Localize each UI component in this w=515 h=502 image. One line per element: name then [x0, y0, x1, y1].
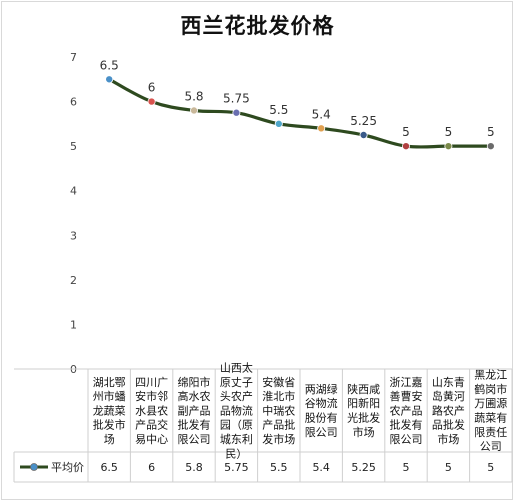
x-category-label: 市场: [353, 425, 375, 439]
x-category-label: 水县农: [135, 403, 168, 417]
data-label: 5.75: [223, 92, 250, 106]
y-tick-label: 3: [70, 229, 77, 242]
x-category-label: 阳新阳: [347, 396, 380, 410]
x-category-label: 限责任: [474, 426, 507, 439]
chart-title: 西兰花批发价格: [180, 14, 335, 38]
x-category-label: 品物流: [220, 403, 253, 417]
x-category-label: 黑龙江: [474, 369, 507, 382]
x-category-label: 场: [104, 432, 115, 446]
x-category-label: 淮北市: [262, 389, 295, 403]
y-tick-label: 4: [70, 185, 77, 198]
y-tick-label: 6: [70, 96, 77, 109]
data-point: [232, 108, 241, 117]
x-category-label: 善曹安: [390, 389, 423, 403]
table-value: 5: [445, 461, 452, 474]
x-category-label: 批发市: [93, 418, 126, 432]
x-category-label: 限公司: [390, 433, 423, 446]
x-category-label: 山西太: [220, 361, 253, 374]
x-category-label: 岛黄河: [432, 389, 465, 403]
x-category-label: 四川广: [135, 376, 168, 389]
table-value: 5.25: [351, 461, 376, 474]
x-category-label: 两湖绿: [305, 382, 338, 396]
table-value: 6: [148, 461, 155, 474]
data-point: [359, 130, 368, 139]
x-category-label: 龙蔬菜: [93, 404, 126, 417]
x-category-label: 湖北鄂: [93, 376, 126, 389]
x-category-label: 蔬菜有: [474, 411, 507, 425]
table-value: 5.5: [270, 461, 288, 474]
data-label: 5.4: [312, 107, 331, 121]
y-tick-label: 5: [70, 140, 77, 153]
data-point: [105, 75, 114, 84]
x-category-label: 安徽省: [262, 375, 295, 389]
table-value: 5.4: [312, 461, 330, 474]
table-value: 5.8: [185, 461, 203, 474]
x-category-label: 园（原: [220, 419, 253, 432]
x-category-label: 高水农: [178, 389, 211, 403]
data-label: 5.5: [269, 103, 288, 117]
x-category-label: 鹤岗市: [474, 382, 507, 396]
legend-label: 平均价: [51, 461, 84, 474]
data-point: [274, 119, 283, 128]
x-category-label: 批发有: [390, 418, 423, 432]
x-category-label: 州市蟠: [93, 389, 126, 403]
data-point: [147, 97, 156, 106]
x-category-label: 万圃源: [474, 396, 507, 410]
table-value: 5: [487, 461, 494, 474]
x-category-label: 光批发: [347, 411, 380, 425]
y-tick-label: 1: [70, 318, 77, 331]
data-label: 5.8: [184, 89, 203, 103]
data-point: [444, 142, 453, 151]
x-category-label: 产品批: [262, 418, 295, 432]
data-label: 5: [487, 125, 495, 139]
data-label: 6: [148, 81, 156, 95]
x-category-label: 限公司: [305, 426, 338, 439]
table-value: 5.75: [224, 461, 249, 474]
table-value: 6.5: [100, 461, 118, 474]
x-category-label: 城东利: [220, 433, 253, 446]
x-category-label: 路农产: [432, 403, 465, 417]
x-category-label: 山东青: [432, 376, 465, 389]
series-line: [107, 77, 493, 149]
x-category-label: 绵阳市: [178, 375, 211, 389]
data-point: [317, 124, 326, 133]
x-category-label: 陕西咸: [347, 382, 380, 396]
x-category-label: 市场: [437, 432, 459, 446]
y-tick-label: 2: [70, 274, 77, 287]
x-category-label: 发市场: [262, 432, 295, 446]
x-category-label: 品批发: [432, 418, 465, 432]
data-label: 6.5: [100, 58, 119, 72]
x-category-label: 易中心: [135, 433, 168, 446]
x-category-label: 浙江嘉: [390, 375, 423, 389]
x-category-label: 原丈子: [220, 376, 253, 389]
x-category-label: 批发有: [178, 418, 211, 432]
x-category-label: 股份有: [305, 411, 338, 425]
y-tick-label: 7: [70, 51, 77, 64]
data-label: 5: [445, 125, 453, 139]
data-point: [189, 106, 198, 115]
x-category-label: 限公司: [178, 433, 211, 446]
x-category-label: 农产品: [390, 403, 423, 417]
x-category-label: 副产品: [178, 403, 211, 417]
x-category-label: 谷物流: [305, 396, 338, 410]
x-category-label: 公司: [480, 440, 502, 453]
data-label: 5.25: [350, 114, 377, 128]
x-category-label: 产品交: [135, 418, 168, 432]
table-value: 5: [403, 461, 410, 474]
data-point: [486, 142, 495, 151]
data-point: [401, 142, 410, 151]
x-category-label: 民）: [225, 447, 247, 460]
data-label: 5: [402, 125, 410, 139]
x-category-label: 安市邻: [135, 389, 168, 403]
legend-marker-key: [30, 463, 38, 471]
x-category-label: 头农产: [220, 389, 253, 403]
x-category-label: 中瑞农: [262, 403, 295, 417]
